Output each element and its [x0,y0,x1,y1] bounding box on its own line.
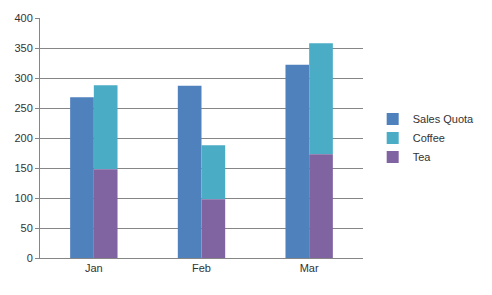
svg-text:400: 400 [14,12,32,24]
svg-text:50: 50 [21,222,33,234]
svg-text:Coffee: Coffee [413,132,445,144]
svg-text:100: 100 [14,192,32,204]
svg-text:350: 350 [14,42,32,54]
svg-text:Mar: Mar [300,262,319,274]
svg-text:150: 150 [14,162,32,174]
svg-text:300: 300 [14,72,32,84]
svg-text:200: 200 [14,132,32,144]
svg-text:Jan: Jan [85,262,103,274]
svg-text:Feb: Feb [192,262,211,274]
svg-text:250: 250 [14,102,32,114]
svg-text:0: 0 [27,252,33,264]
svg-text:Sales Quota: Sales Quota [413,113,474,125]
svg-text:Tea: Tea [413,151,432,163]
